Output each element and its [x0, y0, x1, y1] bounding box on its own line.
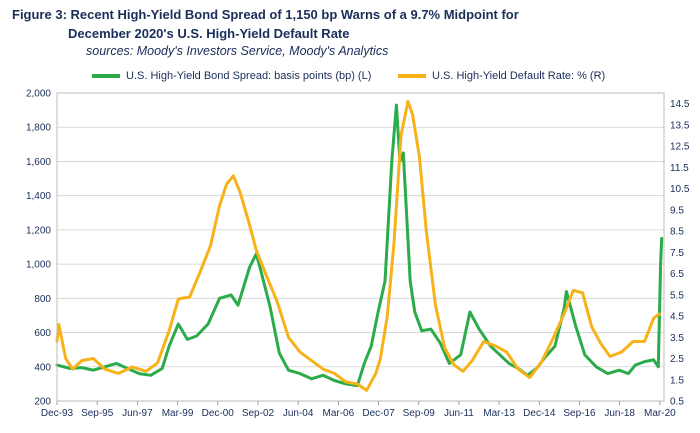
x-tick-label: Mar-13	[483, 408, 515, 419]
y-right-tick-label: 0.5	[670, 397, 684, 408]
legend-label-spread: U.S. High-Yield Bond Spread: basis point…	[126, 70, 372, 82]
y-right-tick-label: 13.5	[670, 120, 690, 131]
y-left-tick-label: 1,200	[26, 225, 51, 236]
series-lines	[55, 100, 664, 392]
chart-sources: sources: Moody's Investors Service, Mood…	[86, 44, 389, 58]
x-tick-label: Mar-20	[644, 408, 676, 419]
y-right-tick-label: 9.5	[670, 205, 684, 216]
x-axis-ticks: Dec-93 Sep-95 Jun-97 Mar-99 Dec-00 Sep-02 Jun-…	[41, 401, 676, 419]
series-line-default-rate	[55, 100, 661, 392]
x-tick-label: Jun-04	[283, 408, 314, 419]
chart-title-line2: December 2020's U.S. High-Yield Default …	[68, 26, 350, 41]
y-left-tick-label: 200	[34, 397, 51, 408]
y-right-tick-label: 14.5	[670, 99, 690, 110]
right-axis-ticks: 0.5 1.5 2.5 3.5 4.5 5.5 6.5 7.5 8.5 9.5 10.5 11.5 12…	[670, 99, 690, 407]
x-tick-label: Jun-18	[604, 408, 635, 419]
legend-item-spread: U.S. High-Yield Bond Spread: basis point…	[92, 70, 371, 82]
y-right-tick-label: 4.5	[670, 312, 684, 323]
y-left-tick-label: 2,000	[26, 89, 51, 100]
y-left-tick-label: 1,600	[26, 157, 51, 168]
x-tick-label: Sep-02	[242, 408, 275, 419]
x-tick-label: Jun-97	[122, 408, 153, 419]
legend-swatch-spread	[92, 74, 120, 78]
y-right-tick-label: 6.5	[670, 269, 684, 280]
y-left-tick-label: 600	[34, 328, 51, 339]
x-tick-label: Sep-16	[563, 408, 596, 419]
y-left-tick-label: 800	[34, 294, 51, 305]
chart-title-line1: Figure 3: Recent High-Yield Bond Spread …	[12, 7, 519, 22]
left-axis-ticks: 200 400 600 800 1,000 1,200 1,400 1,600 1,800 2,0…	[26, 89, 51, 408]
y-right-tick-label: 5.5	[670, 290, 684, 301]
x-tick-label: Dec-07	[362, 408, 395, 419]
y-left-tick-label: 400	[34, 362, 51, 373]
x-tick-label: Jun-11	[444, 408, 474, 419]
legend-item-default: U.S. High-Yield Default Rate: % (R)	[398, 70, 605, 82]
y-right-tick-label: 1.5	[670, 375, 684, 386]
y-left-tick-label: 1,000	[26, 260, 51, 271]
y-right-tick-label: 10.5	[670, 184, 690, 195]
legend-label-default: U.S. High-Yield Default Rate: % (R)	[432, 70, 606, 82]
y-left-tick-label: 1,800	[26, 123, 51, 134]
y-right-tick-label: 12.5	[670, 142, 690, 153]
x-tick-label: Sep-09	[403, 408, 436, 419]
series-line-spread	[55, 103, 664, 388]
y-right-tick-label: 11.5	[670, 163, 689, 174]
y-right-tick-label: 8.5	[670, 227, 684, 238]
x-tick-label: Mar-99	[162, 408, 194, 419]
x-tick-label: Dec-14	[523, 408, 556, 419]
y-right-tick-label: 7.5	[670, 248, 684, 259]
gridlines	[57, 92, 664, 402]
x-tick-label: Sep-95	[81, 408, 114, 419]
y-right-tick-label: 2.5	[670, 354, 684, 365]
y-left-tick-label: 1,400	[26, 191, 51, 202]
legend-swatch-default	[398, 74, 426, 78]
x-tick-label: Dec-00	[202, 408, 235, 419]
x-tick-label: Mar-06	[322, 408, 354, 419]
x-tick-label: Dec-93	[41, 408, 74, 419]
y-right-tick-label: 3.5	[670, 333, 684, 344]
plot-frame	[56, 92, 665, 402]
